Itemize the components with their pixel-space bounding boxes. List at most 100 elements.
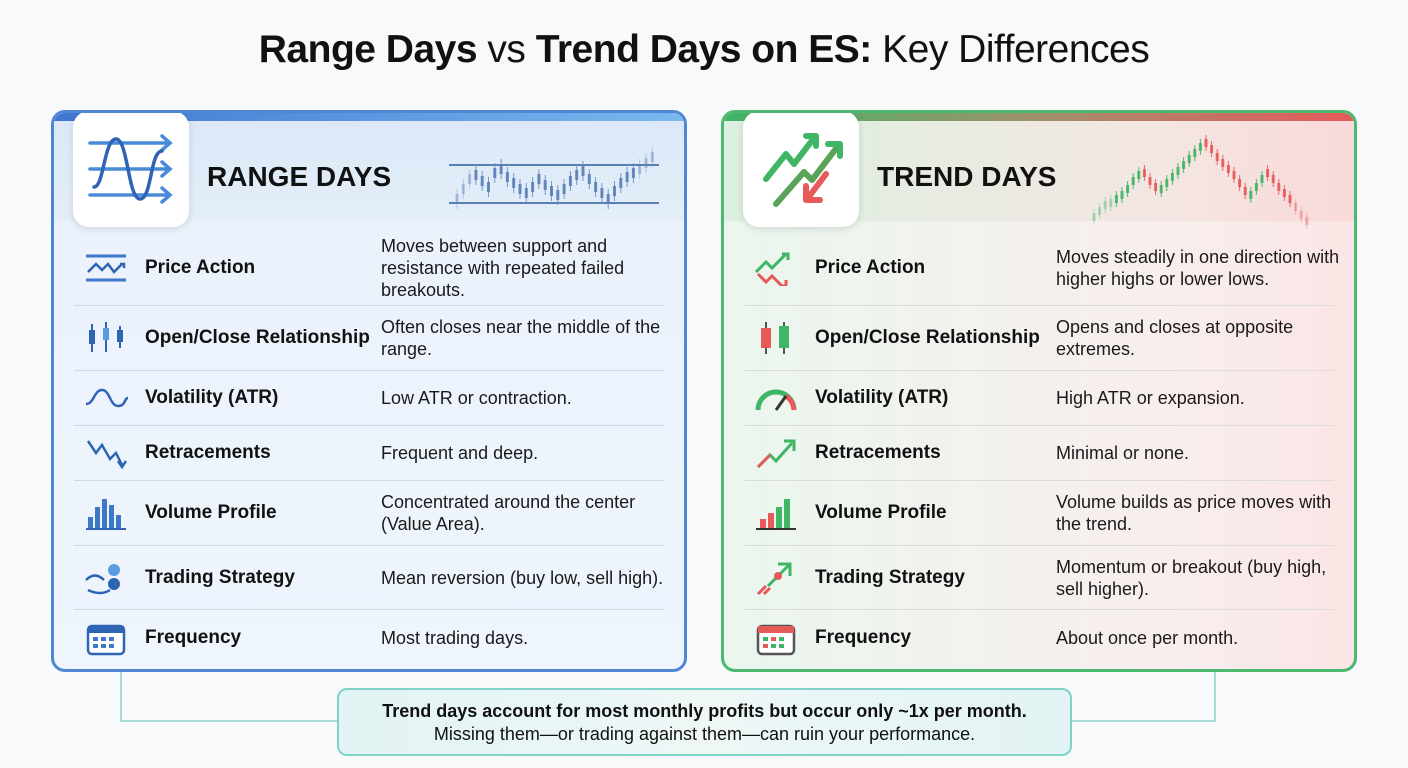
card-accent: [724, 113, 1354, 121]
row-label: Frequency: [815, 626, 912, 648]
candle: [1098, 207, 1102, 215]
candle: [1182, 161, 1186, 169]
candle: [1226, 165, 1230, 173]
candle: [644, 158, 648, 168]
candle: [1210, 145, 1214, 153]
candle: [550, 186, 553, 196]
table-row: Volume Profile Volume builds as price mo…: [744, 481, 1334, 546]
row-label: Volatility (ATR): [145, 387, 279, 408]
candle: [1114, 195, 1118, 203]
candle: [600, 188, 604, 198]
footer-line-2: Missing them—or trading against them—can…: [433, 724, 976, 744]
candle: [1142, 169, 1146, 177]
hand-coins-icon: [85, 563, 120, 594]
connector-line: [120, 672, 340, 722]
table-row: Frequency About once per month.: [744, 610, 1334, 665]
candle: [581, 166, 585, 176]
row-label: Volume Profile: [815, 502, 947, 523]
candle: [1109, 199, 1113, 207]
candle: [594, 182, 598, 192]
row-label: Trading Strategy: [145, 566, 295, 588]
row-description: Most trading days.: [381, 627, 529, 648]
card-accent: [54, 113, 684, 121]
row-description: Opens and closes at opposite extremes.: [1056, 317, 1294, 359]
candle: [1305, 217, 1309, 225]
candle: [474, 170, 478, 180]
candle: [562, 184, 566, 194]
table-row: Retracements Minimal or none.: [744, 426, 1334, 481]
candle: [1282, 189, 1286, 197]
row-label: Volatility (ATR): [815, 387, 949, 408]
candlestick-icon: [761, 322, 789, 354]
table-row: Price Action Moves steadily in one direc…: [744, 231, 1339, 306]
row-description: Low ATR or contraction.: [381, 388, 572, 408]
title-suffix: Key Differences: [871, 28, 1150, 71]
candle: [1238, 179, 1242, 187]
candle: [1299, 211, 1303, 219]
connector-line: [1070, 672, 1216, 722]
row-description: Moves steadily in one direction with hig…: [1056, 247, 1340, 289]
candle: [455, 194, 459, 204]
candle: [512, 178, 516, 188]
candle: [1204, 139, 1208, 147]
rocket-icon: [756, 562, 792, 595]
row-label: Price Action: [145, 257, 256, 278]
row-description: Frequent and deep.: [381, 443, 539, 463]
row-label: Open/Close Relationship: [815, 327, 1040, 348]
candle: [625, 172, 629, 182]
row-description: High ATR or expansion.: [1056, 388, 1245, 408]
table-row: Retracements Frequent and deep.: [74, 426, 664, 481]
candle: [1271, 175, 1275, 183]
candle: [468, 174, 472, 184]
candle: [631, 168, 635, 178]
table-row: Volatility (ATR) High ATR or expansion.: [744, 371, 1334, 426]
candle: [1092, 213, 1096, 221]
candle: [518, 184, 522, 194]
table-row: Open/Close Relationship Opens and closes…: [744, 306, 1334, 371]
page-title: Range Days vs Trend Days on ES: Key Diff…: [0, 28, 1408, 72]
row-label: Retracements: [145, 442, 271, 463]
candle: [556, 190, 560, 200]
trend-arrows-icon: [743, 113, 859, 227]
candle: [1266, 169, 1270, 177]
trend-up-arrow-icon: [756, 439, 796, 469]
title-range: Range Days: [258, 28, 478, 71]
candle: [1131, 177, 1135, 185]
candle: [568, 176, 572, 186]
candle: [606, 194, 610, 204]
calendar-icon: [86, 624, 126, 655]
candle: [1154, 183, 1158, 191]
candle: [1288, 195, 1292, 203]
row-label: Frequency: [145, 626, 242, 648]
candle: [1254, 183, 1258, 191]
candle: [531, 182, 535, 192]
row-label: Trading Strategy: [815, 566, 965, 588]
sine-wave-arrows-icon: [73, 113, 189, 227]
candle: [1165, 179, 1169, 187]
row-description: Momentum or breakout (buy high, sell hig…: [1056, 556, 1327, 599]
candle: [1243, 187, 1247, 195]
table-row: Open/Close Relationship Often closes nea…: [74, 306, 664, 371]
candle: [505, 172, 509, 182]
table-row: Trading Strategy Momentum or breakout (b…: [744, 546, 1334, 610]
candle: [537, 174, 541, 184]
candle: [650, 152, 654, 162]
candle: [487, 182, 490, 192]
up-down-arrows-icon: [754, 252, 790, 286]
candle: [1232, 171, 1236, 179]
row-description: Moves between support and resistance wit…: [381, 236, 625, 300]
candlestick-icon: [89, 322, 123, 352]
candle: [1249, 191, 1253, 199]
candle: [1170, 173, 1174, 181]
trend-candles-graphic: [1092, 135, 1309, 229]
range-title: RANGE DAYS: [207, 161, 392, 192]
rising-bars-icon: [756, 499, 796, 530]
candle: [1187, 155, 1191, 163]
candle: [613, 186, 616, 196]
candle: [524, 188, 528, 198]
candle: [480, 176, 484, 186]
candle: [619, 178, 623, 188]
candle: [1215, 153, 1219, 161]
card-header: RANGE DAYS: [54, 113, 684, 227]
row-description: Mean reversion (buy low, sell high).: [381, 567, 664, 588]
